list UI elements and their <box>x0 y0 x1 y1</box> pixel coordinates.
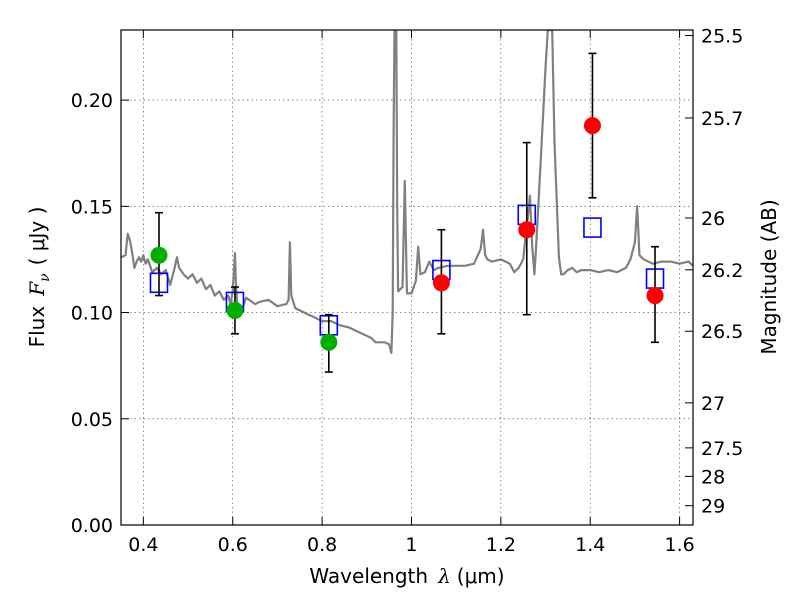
y2-tick-label: 27 <box>701 393 725 415</box>
x-axis-title: Wavelength λ (μm) <box>309 564 504 588</box>
x-tick-label: 0.6 <box>218 534 248 556</box>
y2-tick-label: 27.5 <box>701 438 743 460</box>
observed-point-marker <box>320 333 338 351</box>
observed-point-marker <box>432 274 450 292</box>
y2-tick-label: 26.2 <box>701 260 743 282</box>
observed-point-marker <box>583 117 601 135</box>
y-tick-label: 0.10 <box>71 303 113 325</box>
y-tick-label: 0.20 <box>71 90 113 112</box>
plot-frame <box>120 29 694 526</box>
y2-tick-label: 26 <box>701 208 725 230</box>
y-axis-title: FluxFν( μJy ) <box>25 207 53 348</box>
y2-tick-label: 25.5 <box>701 26 743 48</box>
y-tick-label: 0.05 <box>71 409 113 431</box>
plot-area <box>121 30 693 354</box>
axis-ticks: 0.4 0.6 0.8 1 1.2 1.4 1.6 0.00 0.05 0.10 0.15 0.20 2… <box>71 26 744 556</box>
x-tick-label: 1.2 <box>486 534 516 556</box>
y-tick-label: 0.15 <box>71 196 113 218</box>
x-tick-label: 1.4 <box>575 534 605 556</box>
observed-point-marker <box>646 287 664 305</box>
observed-point-marker <box>226 301 244 319</box>
markers <box>149 52 665 373</box>
y2-tick-label: 26.5 <box>701 321 743 343</box>
model-square-marker <box>583 217 602 238</box>
x-tick-label: 0.4 <box>128 534 158 556</box>
y2-tick-label: 28 <box>701 466 725 488</box>
spectrum-line <box>121 30 693 354</box>
x-tick-label: 0.8 <box>307 534 337 556</box>
y-tick-label: 0.00 <box>71 515 113 537</box>
y2-tick-label: 29 <box>701 496 725 518</box>
observed-point-marker <box>518 221 536 239</box>
y2-tick-label: 25.7 <box>701 108 743 130</box>
observed-point-marker <box>150 246 168 264</box>
x-tick-label: 1.6 <box>664 534 694 556</box>
x-tick-label: 1 <box>405 534 417 556</box>
y2-axis-title: Magnitude (AB) <box>757 199 781 354</box>
